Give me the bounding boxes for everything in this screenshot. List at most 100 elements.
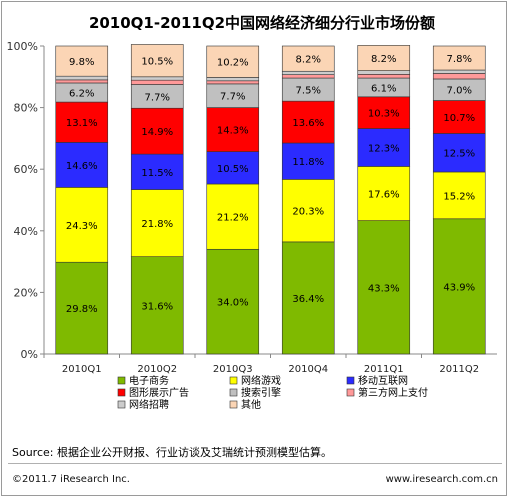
bar-segment	[357, 70, 411, 75]
data-label: 7.7%	[220, 92, 245, 103]
x-tick-label: 2011Q1	[364, 364, 404, 375]
bar-segment	[357, 128, 411, 167]
y-tick-label: 20%	[14, 286, 38, 299]
y-tick-label: 40%	[14, 225, 38, 238]
chart-title: 2010Q1-2011Q2中国网络经济细分行业市场份额	[89, 14, 435, 32]
y-tick-label: 80%	[14, 102, 38, 115]
legend-swatch	[117, 400, 126, 409]
data-label: 12.3%	[368, 143, 400, 154]
bar-segment	[281, 241, 335, 355]
bar-segment	[55, 75, 109, 81]
y-tick-label: 0%	[21, 348, 38, 361]
bar-segment	[357, 166, 411, 221]
data-label: 43.3%	[368, 283, 400, 294]
data-label: 11.5%	[141, 168, 173, 179]
footer-divider	[8, 463, 502, 464]
stacked-bar-chart: 2010Q1-2011Q2中国网络经济细分行业市场份额 0% 20% 40% 60% 8…	[7, 14, 497, 411]
bar-segment	[130, 76, 184, 81]
x-tick-label: 2010Q3	[213, 364, 253, 375]
data-label: 10.7%	[443, 113, 475, 124]
copyright-text: ©2011.7 iResearch Inc.	[12, 474, 130, 485]
data-label: 15.2%	[443, 191, 475, 202]
legend-label: 搜索引擎	[241, 386, 281, 399]
bar-segment	[55, 142, 109, 188]
bar-segment	[206, 77, 260, 82]
legend-swatch	[346, 376, 355, 385]
legend-swatch	[229, 388, 238, 397]
bar-segment	[281, 100, 335, 144]
data-label: 43.9%	[443, 282, 475, 293]
bar-segment	[357, 220, 411, 355]
legend-label: 网络招聘	[129, 398, 169, 411]
bar-segment	[432, 171, 486, 220]
bar-segment	[130, 79, 184, 85]
legend-label: 图形展示广告	[129, 386, 189, 399]
bar-segment	[432, 133, 486, 173]
legend-label: 其他	[241, 398, 261, 411]
data-label: 10.5%	[141, 57, 173, 68]
data-label: 7.7%	[145, 92, 170, 103]
bar-segment	[357, 74, 411, 79]
data-label: 8.2%	[296, 55, 321, 66]
bar-segment	[432, 45, 486, 71]
data-label: 21.8%	[141, 219, 173, 230]
data-label: 13.1%	[66, 118, 98, 129]
bar-segment	[281, 179, 335, 243]
x-tick-label: 2010Q2	[137, 364, 177, 375]
data-label: 11.8%	[292, 157, 324, 168]
bar-segment	[206, 183, 260, 250]
x-tick-label: 2010Q4	[288, 364, 328, 375]
bar-segment	[206, 80, 260, 85]
source-note: Source: 根据企业公开财报、行业访谈及艾瑞统计预测模型估算。	[12, 446, 332, 459]
data-label: 7.8%	[447, 54, 472, 65]
legend-swatch	[229, 400, 238, 409]
bar-segment	[432, 73, 486, 80]
bar-segment	[130, 44, 184, 78]
data-label: 21.2%	[217, 213, 249, 224]
bar-segment	[55, 187, 109, 263]
chart-bars: 29.8% 24.3% 14.6% 13.1% 6.2% 9.8% 31.6% 21.8% 11…	[55, 44, 486, 355]
y-tick-label: 60%	[14, 163, 38, 176]
bar-segment	[130, 153, 184, 190]
bar-segment	[432, 69, 486, 74]
legend-swatch	[346, 388, 355, 397]
data-label: 17.6%	[368, 190, 400, 201]
legend-swatch	[117, 376, 126, 385]
data-label: 14.6%	[66, 161, 98, 172]
bar-segment	[281, 142, 335, 180]
bar-segment	[55, 45, 109, 77]
data-label: 10.5%	[217, 164, 249, 175]
y-tick-label: 100%	[7, 40, 38, 53]
legend-label: 网络游戏	[241, 374, 281, 387]
legend-label: 电子商务	[129, 374, 169, 387]
data-label: 10.2%	[217, 58, 249, 69]
x-tick-label: 2011Q2	[439, 364, 479, 375]
bar-segment	[281, 45, 335, 72]
data-label: 14.3%	[217, 126, 249, 137]
bar-segment	[432, 218, 486, 355]
bar-segment	[357, 45, 411, 71]
bar-segment	[130, 256, 184, 355]
data-label: 6.1%	[371, 83, 396, 94]
x-tick-label: 2010Q1	[62, 364, 102, 375]
legend-label: 第三方网上支付	[358, 386, 428, 399]
data-label: 13.6%	[292, 118, 324, 129]
bar-segment	[432, 100, 486, 134]
bar-segment	[55, 79, 109, 84]
data-label: 24.3%	[66, 221, 98, 232]
data-label: 29.8%	[66, 304, 98, 315]
bar-segment	[206, 151, 260, 185]
legend-swatch	[117, 388, 126, 397]
bar-segment	[130, 189, 184, 257]
bar-segment	[357, 96, 411, 129]
website-link[interactable]: www.iresearch.com.cn	[385, 474, 498, 485]
data-label: 8.2%	[371, 54, 396, 65]
bar-segment	[206, 45, 260, 78]
chart-axes: 0% 20% 40% 60% 80% 100% 2010Q1 2010Q2 2010Q3 2010…	[7, 40, 497, 375]
data-label: 12.5%	[443, 149, 475, 160]
legend-swatch	[229, 376, 238, 385]
data-label: 31.6%	[141, 301, 173, 312]
bar-segment	[206, 107, 260, 152]
bar-segment	[281, 74, 335, 79]
